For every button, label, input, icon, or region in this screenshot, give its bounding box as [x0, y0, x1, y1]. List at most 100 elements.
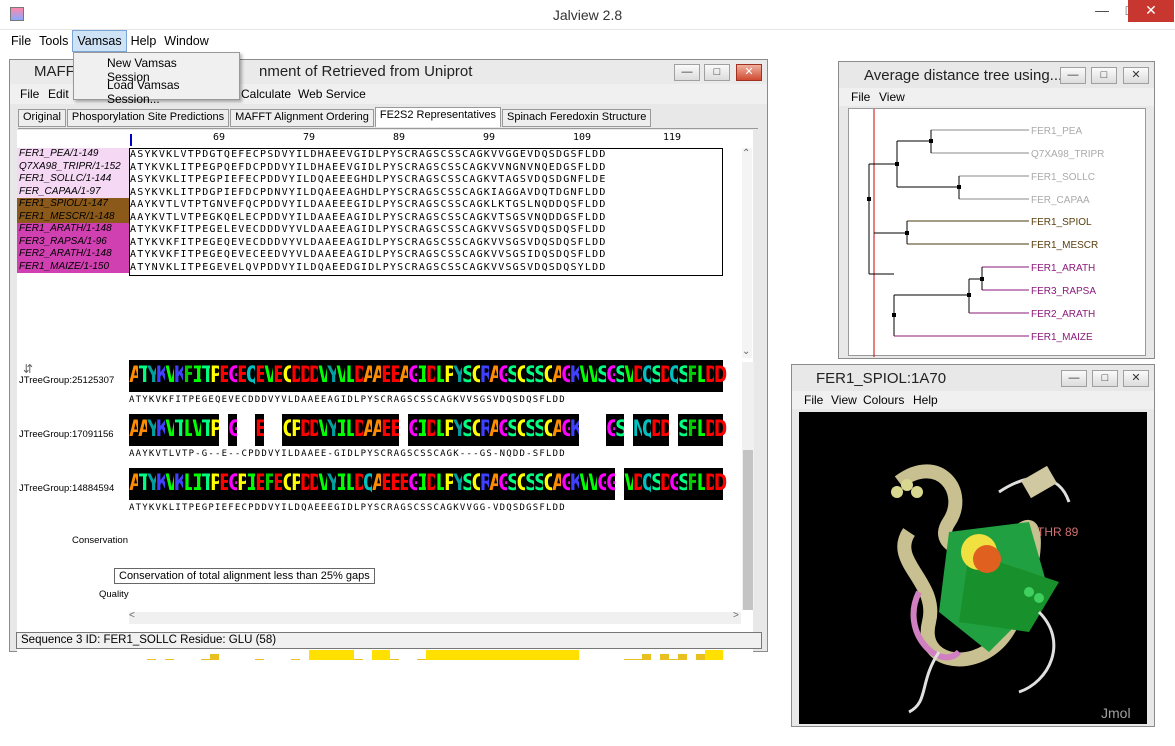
align-menu-webservice[interactable]: Web Service: [298, 87, 366, 101]
maximize-icon[interactable]: □: [1092, 370, 1118, 387]
scroll-right-icon[interactable]: >: [733, 610, 739, 621]
sequence-names: FER1_PEA/1-149 Q7XA98_TRIPR/1-152 FER1_SOL…: [17, 148, 129, 273]
minimize-icon[interactable]: —: [674, 64, 700, 81]
annotation-vscroll-thumb[interactable]: [743, 450, 753, 610]
sequence-name[interactable]: FER_CAPAA/1-97: [17, 185, 129, 198]
tree-leaf-label[interactable]: FER1_ARATH: [1031, 263, 1095, 274]
tree-leaf-label[interactable]: FER1_MAIZE: [1031, 332, 1093, 343]
tree-node[interactable]: [957, 185, 961, 189]
logo-glyph: G: [561, 360, 574, 392]
tab-original[interactable]: Original: [18, 109, 66, 127]
close-icon[interactable]: ✕: [736, 64, 762, 81]
logo-glyph: D: [354, 360, 367, 392]
tree-leaf-label[interactable]: FER2_ARATH: [1031, 309, 1095, 320]
sequence-row[interactable]: ATYKVKFITPEGEQEVECDDDVYVLDAAEEAGIDLPYSCR…: [130, 236, 607, 248]
structure-menu-help[interactable]: Help: [913, 393, 938, 407]
tree-leaf-label[interactable]: FER_CAPAA: [1031, 195, 1090, 206]
close-button[interactable]: ✕: [1128, 0, 1174, 22]
atom-1: [891, 486, 903, 498]
scroll-down-icon[interactable]: ⌄: [742, 346, 751, 357]
close-icon[interactable]: ✕: [1123, 370, 1149, 387]
tree-node[interactable]: [929, 139, 933, 143]
sequence-row[interactable]: ASYKVKLVTPDGTQEFECPSDVYILDHAEEVGIDLPYSCR…: [130, 149, 607, 160]
maximize-icon[interactable]: □: [704, 64, 730, 81]
close-icon[interactable]: ✕: [1123, 67, 1149, 84]
sequence-row[interactable]: ASYKVKLITPEGPIEFECPDDVYILDQAEEEGHDLPYSCR…: [130, 174, 607, 185]
tree-node[interactable]: [905, 231, 909, 235]
sequence-vscroll[interactable]: ⌃ ⌄: [742, 148, 752, 358]
alignment-hscroll[interactable]: < >: [129, 610, 741, 624]
tree-menu-file[interactable]: File: [851, 90, 871, 104]
tab-spinach[interactable]: Spinach Feredoxin Structure: [502, 109, 652, 127]
tab-phosphorylation[interactable]: Phosporylation Site Predictions: [66, 109, 230, 127]
logo-glyph: V: [264, 360, 277, 392]
maximize-icon[interactable]: □: [1091, 67, 1117, 84]
sequence-row[interactable]: AAYKVTLVTPTGNVEFQCPDDVYILDAAEEEGIDLPYSCR…: [130, 199, 607, 210]
logo-glyph: K: [156, 360, 169, 392]
sequence-row[interactable]: ATYNVKLITPEGEVELQVPDDVYILDQAEEDGIDLPYSCR…: [130, 261, 607, 273]
tree-node[interactable]: [867, 197, 871, 201]
sequence-row[interactable]: ATYKVKFITPEGEQEVECEEDVYVLDAAEEAGIDLPYSCR…: [130, 249, 607, 260]
tree-leaf-label[interactable]: FER1_MESCR: [1031, 240, 1098, 251]
tab-fe2s2[interactable]: FE2S2 Representatives: [374, 107, 502, 127]
sequence-name[interactable]: Q7XA98_TRIPR/1-152: [17, 160, 129, 173]
logo-glyph: V: [624, 468, 637, 500]
sequence-name[interactable]: FER1_PEA/1-149: [17, 148, 129, 161]
tree-leaf-label[interactable]: Q7XA98_TRIPR: [1031, 149, 1104, 160]
logo-glyph: L: [696, 414, 709, 446]
sequence-name[interactable]: FER1_MESCR/1-148: [17, 210, 129, 223]
sequence-row[interactable]: ATYKVKLITPEGPQEFDCPDDVYILDHAEEVGIDLPYSCR…: [130, 161, 607, 173]
sequence-name[interactable]: FER1_SPIOL/1-147: [17, 198, 129, 211]
load-vamsas-session-item[interactable]: Load Vamsas Session...: [107, 78, 180, 106]
tree-leaf-label[interactable]: FER1_SPIOL: [1031, 217, 1092, 228]
tree-menu-view[interactable]: View: [879, 90, 905, 104]
tree-leaf-label[interactable]: FER1_PEA: [1031, 126, 1082, 137]
structure-menu-colours[interactable]: Colours: [863, 393, 905, 407]
logo-glyph: D: [300, 360, 313, 392]
logo-glyph: E: [273, 360, 286, 392]
minimize-icon[interactable]: —: [1060, 67, 1086, 84]
tree-node[interactable]: [892, 313, 896, 317]
new-vamsas-session-item[interactable]: New Vamsas Session: [107, 56, 177, 84]
resize-arrows-icon[interactable]: ⇵: [23, 362, 34, 376]
menu-file[interactable]: File: [11, 34, 32, 48]
annotation-vscroll[interactable]: [742, 362, 754, 610]
logo-glyph: P: [444, 360, 457, 392]
sequence-name[interactable]: FER1_SOLLC/1-144: [17, 173, 129, 186]
tree-leaf-label[interactable]: FER1_SOLLC: [1031, 172, 1095, 183]
logo-glyph: F: [687, 468, 700, 500]
tree-window: Average distance tree using... — □ ✕ Fil…: [838, 61, 1155, 359]
minimize-icon[interactable]: —: [1061, 370, 1087, 387]
menu-help[interactable]: Help: [130, 34, 157, 48]
align-menu-calculate[interactable]: Calculate: [241, 87, 292, 101]
scroll-up-icon[interactable]: ⌃: [742, 148, 751, 159]
sequence-row[interactable]: ATYKVKFITPEGELEVECDDDVYVLDAAEEAGIDLPYSCR…: [130, 224, 607, 235]
tree-node[interactable]: [967, 293, 971, 297]
sequence-name[interactable]: FER3_RAPSA/1-96: [17, 235, 129, 248]
scroll-left-icon[interactable]: <: [129, 610, 135, 621]
jmol-viewer[interactable]: THR 89 Jmol: [799, 412, 1147, 724]
menu-vamsas[interactable]: Vamsas: [72, 30, 127, 52]
menu-tools[interactable]: Tools: [39, 34, 69, 48]
sequence-row[interactable]: AAYKVTLVTPEGKQELECPDDVYILDAAEEAGIDLPYSCR…: [130, 211, 607, 223]
structure-menu-file[interactable]: File: [804, 393, 824, 407]
tree-node[interactable]: [895, 162, 899, 166]
logo-glyph: G: [606, 360, 619, 392]
sequence-name[interactable]: FER1_MAIZE/1-150: [17, 260, 129, 273]
sequence-row[interactable]: ASYKVKLITPDGPIEFDCPDNVYILDQAEEAGHDLPYSCR…: [130, 186, 607, 198]
conservation-bar: [507, 650, 516, 660]
sequence-name[interactable]: FER2_ARATH/1-148: [17, 248, 129, 261]
minimize-button[interactable]: —: [1095, 2, 1109, 18]
logo-glyph: G: [606, 468, 619, 500]
tab-mafft-ordering[interactable]: MAFFT Alignment Ordering: [230, 109, 374, 127]
conservation-bar: [714, 650, 723, 660]
align-menu-file[interactable]: File: [20, 87, 40, 101]
align-menu-edit[interactable]: Edit: [48, 87, 69, 101]
tree-leaf-label[interactable]: FER3_RAPSA: [1031, 286, 1096, 297]
structure-menu-view[interactable]: View: [831, 393, 857, 407]
sequence-name[interactable]: FER1_ARATH/1-148: [17, 223, 129, 236]
tree-node[interactable]: [980, 277, 984, 281]
menu-window[interactable]: Window: [164, 34, 209, 48]
logo-glyph: Q: [642, 360, 655, 392]
logo-glyph: Y: [147, 468, 160, 500]
